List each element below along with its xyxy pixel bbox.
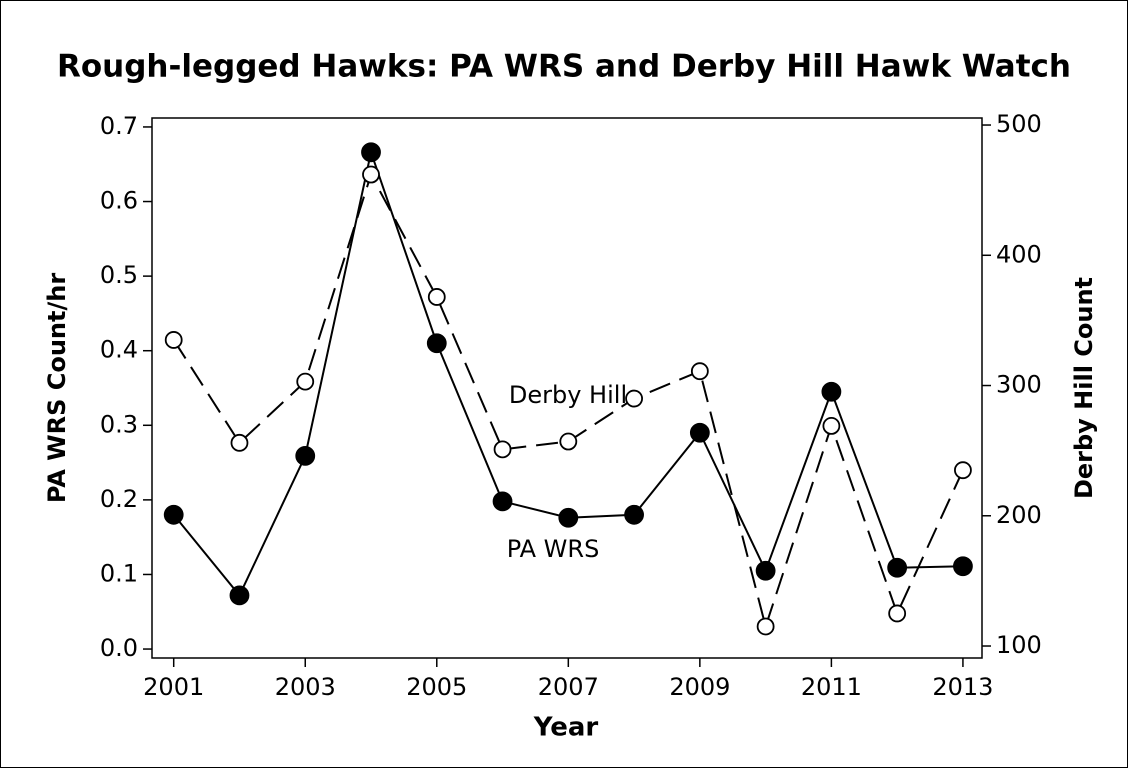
y2-tick-label: 500 — [996, 110, 1042, 138]
x-tick-label: 2003 — [275, 673, 336, 701]
x-tick-label: 2011 — [801, 673, 862, 701]
series-label: PA WRS — [507, 535, 600, 563]
chart-title: Rough-legged Hawks: PA WRS and Derby Hil… — [57, 49, 1071, 85]
y-tick-label: 0.1 — [100, 559, 138, 587]
y-axis-label: PA WRS Count/hr — [43, 273, 71, 504]
point — [296, 372, 315, 391]
point — [887, 557, 908, 578]
x-tick-label: 2005 — [406, 673, 467, 701]
point — [362, 165, 380, 184]
point — [229, 585, 250, 606]
y2-tick-label: 100 — [996, 631, 1042, 659]
point — [822, 417, 841, 435]
y2-tick-label: 400 — [996, 240, 1042, 268]
x-tick-label: 2001 — [143, 673, 204, 701]
y-tick-label: 0.3 — [100, 410, 138, 438]
point — [295, 445, 316, 466]
point — [558, 507, 579, 528]
point — [821, 381, 842, 402]
y-tick-label: 0.7 — [100, 112, 138, 140]
y-tick-label: 0.6 — [100, 187, 138, 215]
point — [624, 504, 644, 525]
point — [755, 560, 776, 581]
point — [888, 604, 907, 623]
point — [427, 288, 446, 306]
point — [361, 142, 381, 163]
y-tick-label: 0.2 — [100, 485, 138, 513]
y2-tick-label: 200 — [996, 501, 1042, 529]
y-tick-label: 0.0 — [100, 634, 138, 662]
series-label: Derby Hill — [509, 381, 627, 409]
y-tick-label: 0.5 — [100, 261, 138, 289]
x-tick-label: 2007 — [538, 673, 599, 701]
x-tick-label: 2009 — [669, 673, 730, 701]
point — [625, 389, 643, 408]
y2-tick-label: 300 — [996, 371, 1042, 399]
point — [954, 461, 972, 480]
x-axis-label: Year — [533, 713, 599, 743]
plot-frame — [151, 117, 983, 659]
point — [689, 422, 710, 443]
point — [492, 491, 513, 512]
point — [559, 432, 578, 451]
y2-axis-label: Derby Hill Count — [1070, 277, 1098, 499]
point — [756, 617, 775, 636]
point — [690, 362, 709, 381]
point — [163, 504, 184, 525]
y-tick-label: 0.4 — [100, 336, 138, 364]
point — [426, 333, 447, 354]
point — [164, 331, 183, 349]
x-tick-label: 2013 — [932, 673, 993, 701]
point — [493, 440, 512, 459]
point — [230, 433, 249, 452]
point — [953, 556, 973, 577]
